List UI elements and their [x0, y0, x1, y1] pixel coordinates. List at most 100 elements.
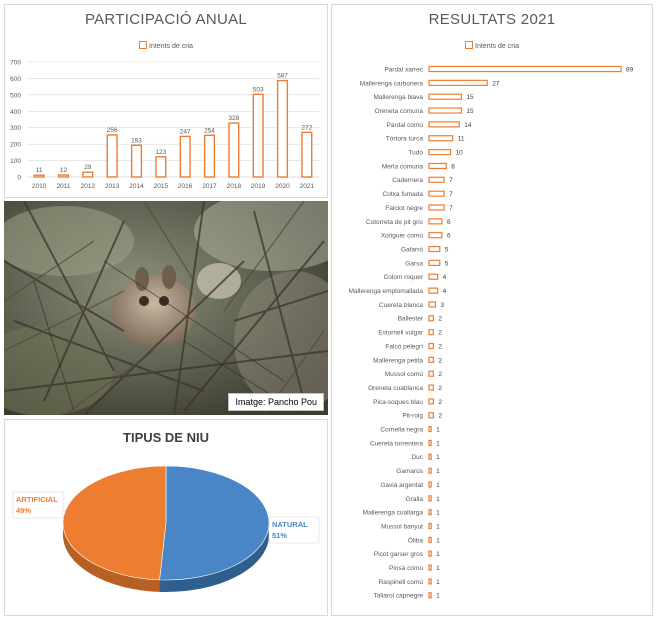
legend-label: Intents de cria [149, 43, 193, 50]
y-tick-label: 100 [10, 158, 21, 165]
category-label: Garsa [405, 260, 423, 267]
x-tick-label: 2017 [202, 183, 217, 190]
x-tick-label: 2020 [275, 183, 290, 190]
nest-type-chart: TIPUS DE NIU ARTIFICIAL 49% NATURAL 51% [4, 419, 328, 616]
nest-chart-title: TIPUS DE NIU [123, 430, 209, 445]
category-label: Mallerenga petita [373, 357, 423, 364]
category-label: Merla comuna [382, 163, 424, 170]
nest-pie-plot: ARTIFICIAL 49% NATURAL 51% [12, 465, 320, 592]
bar [276, 79, 289, 178]
photo-credit: Imatge: Pancho Pou [228, 393, 324, 411]
bar [428, 426, 432, 433]
y-tick-label: 500 [10, 92, 21, 99]
data-label: 10 [456, 150, 464, 157]
data-label: 1 [436, 579, 440, 586]
x-tick-label: 2014 [129, 183, 144, 190]
legend-swatch [139, 41, 148, 49]
bar [428, 356, 434, 363]
data-label: 4 [443, 274, 447, 281]
data-label: 11 [36, 167, 43, 174]
pie-category-label: ARTIFICIAL [16, 495, 58, 504]
category-label: Cotorreta de pit gris [366, 219, 424, 226]
category-label: Mallerenga emplomallada [349, 288, 424, 295]
pie-label-box [12, 491, 64, 519]
bar [428, 536, 432, 544]
category-label: Cuereta blanca [379, 302, 423, 309]
bar [428, 550, 432, 557]
category-label: Colom roquer [384, 274, 424, 281]
category-label: Tallarol capnegre [373, 593, 423, 600]
bar [428, 412, 434, 419]
category-label: Mallerenga blava [373, 94, 423, 101]
x-tick-label: 2012 [81, 183, 96, 190]
bar [130, 144, 143, 178]
bar [428, 384, 434, 391]
bar [428, 481, 432, 488]
x-tick-label: 2019 [251, 183, 266, 190]
category-label: Falciot negre [385, 205, 423, 212]
data-label: 1 [436, 440, 440, 447]
pie-slice-side [159, 523, 269, 592]
bar [428, 467, 432, 474]
bar [428, 93, 462, 100]
bar [106, 134, 118, 178]
bar [82, 171, 94, 178]
bar [428, 453, 432, 460]
data-label: 2 [438, 357, 442, 364]
bar [428, 79, 488, 86]
data-label: 1 [436, 510, 440, 517]
data-label: 503 [253, 86, 264, 93]
data-label: 1 [436, 468, 440, 475]
data-label: 5 [445, 260, 449, 267]
category-label: Picot garser gros [374, 551, 424, 558]
bar [428, 245, 441, 253]
results-chart-title: RESULTATS 2021 [428, 11, 556, 28]
pie-slice [62, 465, 167, 581]
bar [179, 135, 191, 178]
category-label: Òliba [408, 535, 424, 544]
bar [428, 592, 432, 599]
owl-photo: Imatge: Pancho Pou [4, 201, 328, 415]
bar [57, 174, 70, 178]
pie-slice-side [63, 523, 160, 592]
category-label: Pica-soques blau [373, 399, 423, 406]
results-chart-legend: Intents de cria [332, 41, 652, 50]
data-label: 2 [438, 371, 442, 378]
bar [428, 259, 441, 266]
annual-chart-legend: Intents de cria [5, 41, 327, 50]
data-label: 7 [449, 205, 453, 212]
category-label: Mallerenga carbonera [360, 80, 424, 87]
bar [428, 204, 445, 211]
bar [428, 149, 452, 156]
bar [428, 495, 432, 502]
data-label: 1 [436, 565, 440, 572]
bar [428, 190, 445, 197]
data-label: 2 [438, 330, 442, 337]
bar [428, 162, 447, 170]
bar [428, 121, 460, 128]
data-label: 1 [436, 593, 440, 600]
bar [428, 439, 432, 447]
data-label: 123 [155, 149, 166, 156]
bar [428, 301, 437, 308]
category-label: Falcó pelegrí [385, 343, 423, 350]
bar [301, 131, 313, 178]
y-tick-label: 400 [10, 109, 21, 116]
bar [155, 156, 167, 178]
pie-value-label: 51% [272, 531, 287, 540]
data-label: 2 [438, 316, 442, 323]
category-label: Mussol comú [385, 371, 424, 378]
data-label: 247 [180, 128, 191, 135]
data-label: 1 [436, 537, 440, 544]
category-label: Gavià argentat [380, 482, 423, 489]
category-label: Tudó [408, 150, 423, 157]
category-label: Raspinell comú [379, 579, 424, 586]
data-label: 8 [451, 163, 455, 170]
bar [428, 342, 434, 350]
y-tick-label: 0 [17, 175, 21, 182]
category-label: Gamarús [396, 468, 423, 475]
y-tick-label: 600 [10, 76, 21, 83]
bar [203, 134, 216, 178]
x-tick-label: 2021 [300, 183, 315, 190]
x-tick-label: 2018 [227, 183, 242, 190]
